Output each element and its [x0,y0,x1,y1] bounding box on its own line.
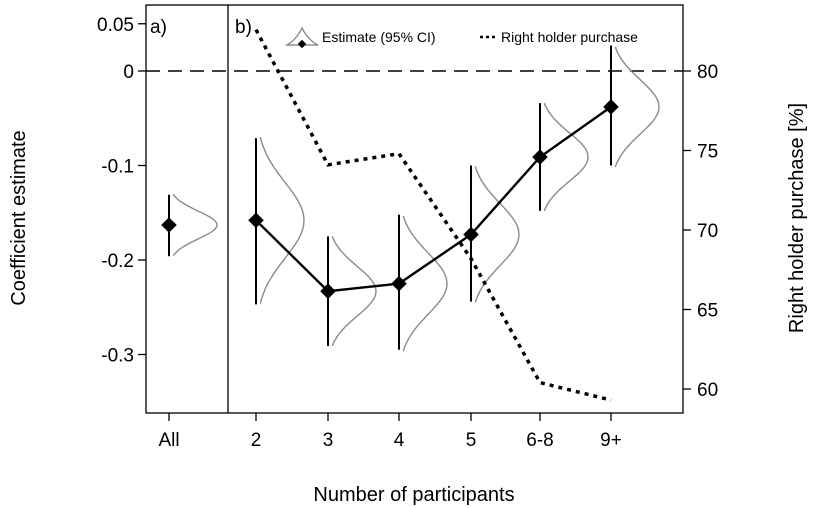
ci-density-curve [474,166,520,303]
axes-layer: 0.05 0 -0.1 -0.2 -0.3 80 75 70 65 60 All 2 3 4 5 6-8 9+ [97,15,718,451]
x-tick-label: 9+ [600,430,622,451]
y-right-tick-label: 70 [697,221,718,242]
estimate-point [603,99,619,115]
right-holder-purchase-line [254,28,612,402]
estimate-point [463,226,479,243]
estimate-point [161,217,177,233]
y-left-tick-label: 0 [123,62,134,83]
legend: Estimate (95% CI) Right holder purchase [284,26,638,49]
plot-frame [145,4,684,414]
y-right-tick-label: 65 [697,301,718,322]
y-right-tick-label: 60 [697,380,718,401]
panel-label-b: b) [235,17,252,38]
ci-density-curve [543,102,589,212]
estimate-point [248,212,264,229]
line-layer [161,28,619,402]
ci-density-curve [402,215,448,352]
plot-border [145,4,684,414]
panel-label-a: a) [150,17,167,38]
x-tick-label: 4 [394,430,405,451]
y-axis-title-left: Coefficient estimate [8,130,30,305]
y-right-tick-label: 80 [697,62,718,83]
y-left-tick-label: -0.2 [101,251,134,272]
legend-density-icon [284,26,319,46]
legend-estimate-label: Estimate (95% CI) [322,29,436,45]
x-tick-label: 3 [323,430,334,451]
x-tick-label: 2 [251,430,262,451]
x-tick-label: 5 [466,430,477,451]
ci-density-curve [614,46,660,168]
legend-diamond-icon [297,39,307,49]
ci-density-curve [172,193,218,257]
x-tick-label: All [158,430,179,451]
ci-density-curve [331,236,377,347]
y-axis-title-right: Right holder purchase [%] [786,103,808,333]
estimate-line [255,105,612,293]
density-layer [172,46,660,352]
y-left-tick-label: -0.3 [101,346,134,367]
legend-purchase-label: Right holder purchase [501,29,638,45]
x-axis-title: Number of participants [313,484,514,506]
estimate-point [532,149,548,165]
x-tick-label: 6-8 [526,430,553,451]
y-right-tick-label: 75 [697,142,718,163]
estimate-point [391,275,407,292]
y-left-tick-label: 0.05 [97,15,134,36]
ci-density-curve [259,137,305,304]
y-left-tick-label: -0.1 [101,157,134,178]
